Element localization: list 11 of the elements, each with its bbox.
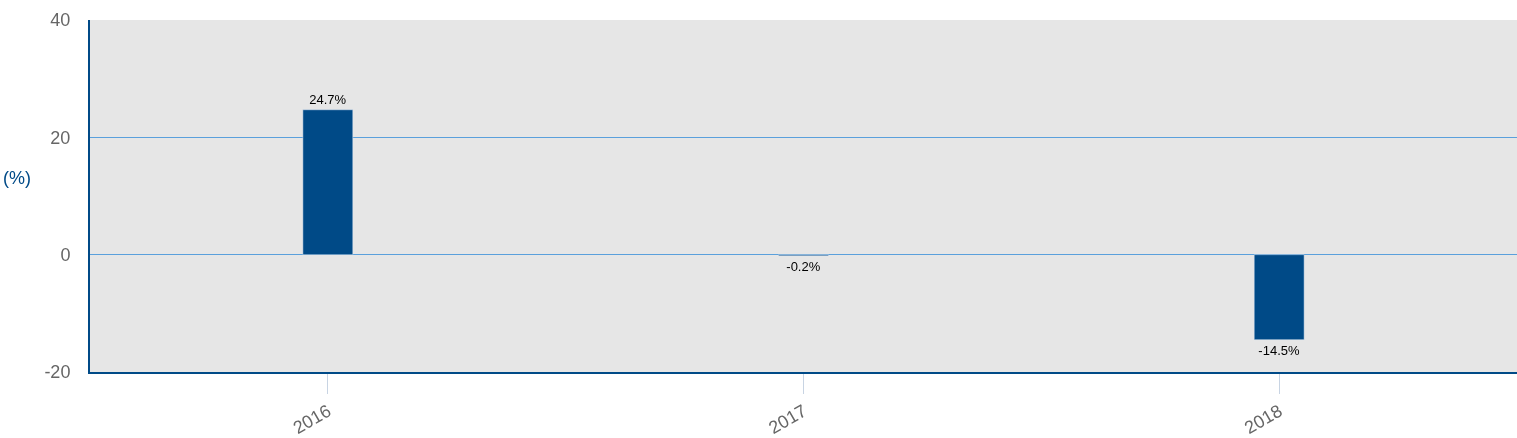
x-tick-label: 2018 bbox=[1240, 400, 1286, 438]
y-tick-label: -20 bbox=[44, 362, 71, 383]
y-tick-label: 0 bbox=[60, 244, 71, 265]
y-axis-title: (%) bbox=[3, 168, 31, 188]
x-tick-label: 2017 bbox=[765, 400, 810, 438]
data-label: -14.5% bbox=[1258, 342, 1300, 358]
data-label: 24.7% bbox=[309, 91, 347, 107]
y-tick-label: 40 bbox=[50, 10, 71, 31]
y-tick-label: 20 bbox=[50, 127, 71, 148]
x-tick-label: 2016 bbox=[289, 400, 335, 438]
data-label: -0.2% bbox=[786, 258, 821, 274]
